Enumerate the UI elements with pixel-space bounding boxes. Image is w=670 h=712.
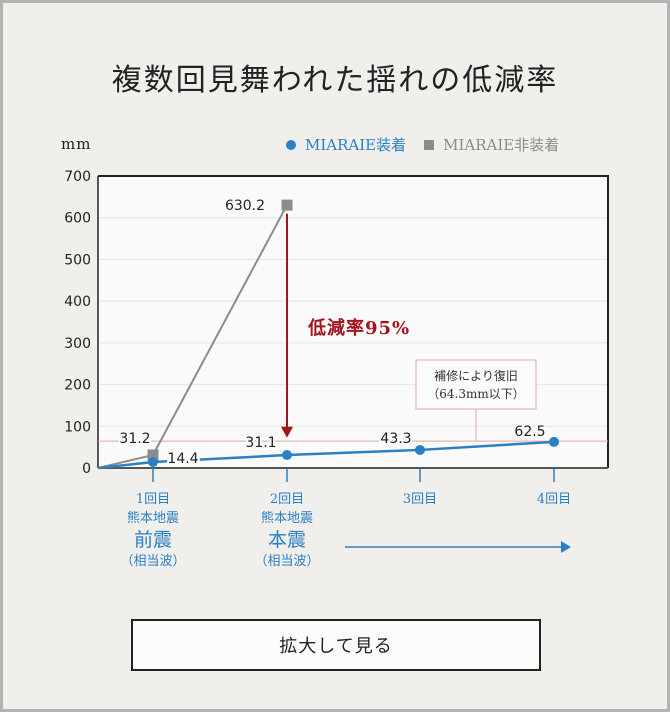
series-without-marker [281,199,293,211]
x-category-text: 2回目 [269,492,305,507]
legend-item-with: MIARAIE装着 [286,134,406,155]
y-tick-label: 400 [64,294,91,310]
data-label: 43.3 [380,431,411,447]
x-category-text: （相当波） [120,554,186,569]
x-category-text: 4回目 [536,492,572,507]
x-category-text: 熊本地震 [126,511,179,526]
zoom-view-button[interactable]: 拡大して見る [131,619,541,671]
series-without-marker [147,449,159,461]
chart-title: 複数回見舞われた揺れの低減率 [111,63,559,98]
y-tick-label: 0 [82,461,91,477]
x-category-text: 前震 [133,529,172,551]
x-category-1: 1回目熊本地震前震 （相当波） [103,490,203,571]
legend-label-with: MIARAIE装着 [305,136,407,154]
data-label: 31.2 [119,431,150,447]
line-chart: 0 100 200 300 400 500 600 700 補修により復旧 （64.3mm以下） 低… [64,169,609,553]
annotation-box [415,359,537,410]
arrow-right-icon [561,541,571,553]
plot-area [98,176,608,468]
legend: MIARAIE装着 MIARAIE非装着 [286,134,577,155]
plot-frame [98,175,609,468]
legend-item-without: MIARAIE非装着 [424,134,559,155]
y-tick-label: 200 [64,378,91,394]
x-category-2: 2回目熊本地震本震 （相当波） [237,490,337,571]
series-with-marker [282,450,292,461]
y-tick-label: 100 [64,419,91,435]
circle-marker-icon [286,139,296,150]
data-label: 630.2 [225,198,265,214]
data-label: 14.4 [167,451,198,467]
x-category-text: 1回目 [135,492,171,507]
annotation-line1: 補修により復旧 [434,368,518,383]
arrow-down-icon [281,426,293,438]
legend-label-without: MIARAIE非装着 [443,136,560,154]
x-category-text: （相当波） [254,554,320,569]
series-with-marker [148,456,158,467]
x-category-text: 熊本地震 [260,511,313,526]
x-category-3: 3回目 [370,490,470,509]
square-marker-icon [424,139,435,150]
data-label: 31.1 [245,435,276,451]
series-with-marker [415,444,425,455]
x-category-text: 本震 [267,529,306,551]
series-with-marker [549,436,559,447]
y-tick-label: 300 [64,336,91,352]
x-category-4: 4回目 [504,490,604,509]
annotation-line2: （64.3mm以下） [427,387,524,401]
y-tick-label: 600 [64,211,91,227]
y-tick-label: 700 [64,169,91,185]
reduction-rate-label: 低減率95% [307,317,410,339]
x-category-text: 3回目 [402,492,438,507]
y-axis-unit: mm [61,135,92,153]
y-tick-label: 500 [64,252,91,268]
data-label: 62.5 [514,424,545,440]
